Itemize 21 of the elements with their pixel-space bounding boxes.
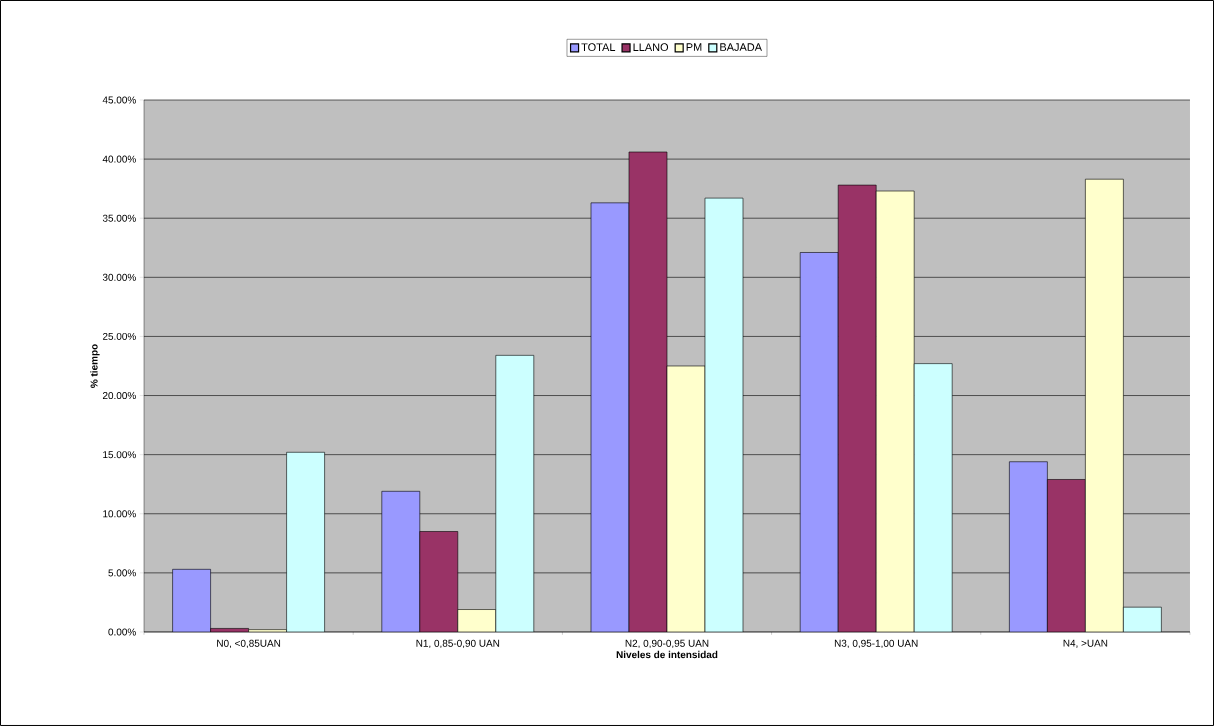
- x-tick-label: N4, >UAN: [1063, 639, 1108, 648]
- x-tick-label: N0, <0,85UAN: [217, 639, 281, 648]
- x-tick-label: N1, 0,85-0,90 UAN: [416, 639, 500, 648]
- y-tick-label: 0.00%: [108, 628, 136, 636]
- legend-label: TOTAL: [581, 43, 616, 52]
- y-tick-label: 40.00%: [102, 155, 136, 163]
- y-tick-label: 30.00%: [102, 273, 136, 281]
- legend-label: LLANO: [633, 43, 669, 52]
- y-tick-label: 15.00%: [103, 451, 136, 459]
- y-tick-label: 35.00%: [102, 214, 136, 222]
- x-tick-label: N2, 0,90-0,95 UAN: [625, 639, 709, 648]
- y-tick-label: 45.00%: [102, 96, 136, 104]
- legend-label: PM: [686, 43, 702, 51]
- y-tick-label: 5.00%: [108, 569, 136, 577]
- x-tick-label: N3, 0,95-1,00 UAN: [834, 639, 918, 648]
- y-tick-label: 20.00%: [102, 392, 136, 400]
- legend-label: BAJADA: [720, 43, 762, 51]
- y-axis-title: % tiempo: [90, 344, 100, 388]
- y-tick-label: 10.00%: [103, 510, 136, 518]
- y-tick-label: 25.00%: [102, 332, 136, 340]
- x-axis-title: Niveles de intensidad: [616, 650, 718, 659]
